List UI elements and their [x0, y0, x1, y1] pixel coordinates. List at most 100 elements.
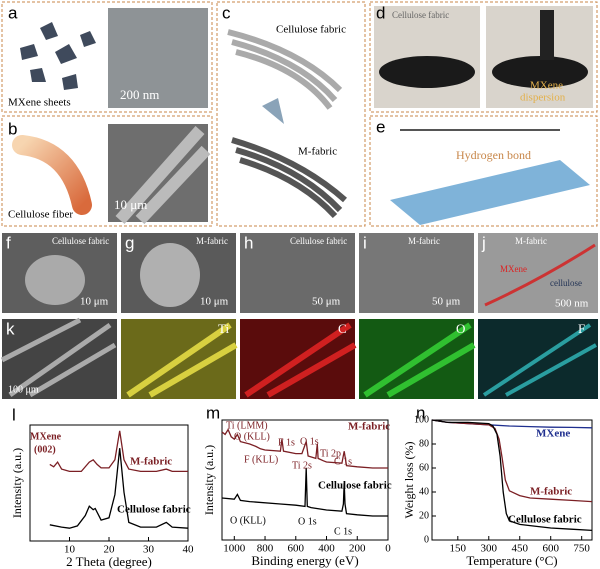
fiber — [12, 135, 92, 215]
series-line — [431, 419, 593, 503]
panel-letter: a — [8, 3, 18, 22]
x-tick-label: 600 — [288, 543, 305, 555]
series-label: M-fabric — [130, 456, 172, 468]
caption: Cellulose fabric — [52, 236, 109, 246]
y-axis-label: Intensity (a.u.) — [10, 448, 24, 518]
annotation: O (KLL) — [234, 431, 270, 442]
y-tick-label: 80 — [419, 438, 429, 449]
annotation: (002) — [34, 444, 56, 455]
series-label: Cellulose fabric — [117, 504, 191, 516]
x-tick-label: 40 — [183, 544, 195, 556]
panel-letter: j — [481, 233, 486, 252]
series-line — [49, 430, 188, 473]
panel-letter: m — [206, 403, 220, 422]
series-label: Cellulose fabric — [318, 480, 392, 492]
mxene-sheets — [20, 22, 96, 90]
x-tick-label: 30 — [143, 544, 155, 556]
fibers — [482, 323, 597, 397]
annotation: Ti (LMM) — [226, 420, 268, 431]
panel-letter: i — [363, 233, 367, 252]
x-tick-label: 200 — [349, 543, 366, 555]
caption: Hydrogen bond — [456, 148, 531, 162]
x-tick-label: 600 — [542, 543, 559, 555]
caption: dispersion — [520, 92, 566, 104]
scale-bar: 50 μm — [312, 296, 341, 308]
arrow — [262, 98, 284, 124]
caption: cellulose — [550, 278, 582, 288]
caption: M-fabric — [408, 236, 440, 246]
caption: MXene sheets — [8, 97, 71, 109]
x-tick-label: 20 — [104, 544, 116, 556]
x-tick-label: 1000 — [223, 543, 246, 555]
y-tick-label: 20 — [419, 510, 429, 521]
x-tick-label: 750 — [573, 543, 590, 555]
panel-frame — [369, 1, 598, 113]
tem-image — [108, 8, 208, 108]
mxene-coat — [484, 243, 596, 307]
plot-frame — [431, 419, 593, 541]
x-tick-label: 150 — [450, 543, 467, 555]
panel-letter: c — [222, 3, 231, 22]
dish — [492, 56, 588, 88]
panel-letter: d — [376, 3, 385, 22]
caption: MXene — [500, 264, 527, 274]
element: C — [338, 321, 347, 336]
caption: M-fabric — [298, 146, 337, 158]
caption: Cellulose fabric — [290, 236, 347, 246]
x-tick-label: 10 — [64, 544, 76, 556]
scale-bar: 100 μm — [8, 384, 39, 395]
scale-bar: 200 nm — [120, 87, 159, 102]
x-axis-label: Binding energy (eV) — [251, 553, 358, 568]
fibers — [363, 322, 476, 398]
panel-letter: g — [125, 233, 134, 252]
scale-bar: 50 μm — [432, 296, 461, 308]
scale-bar: 10 μm — [114, 197, 147, 212]
annotation: Ti 2p — [320, 448, 341, 459]
annotation: O 1s — [300, 436, 319, 447]
series-line — [221, 428, 388, 469]
scale-bar: 10 μm — [200, 296, 229, 308]
series-line — [221, 467, 388, 517]
m-fabric — [231, 137, 347, 219]
fibers — [244, 322, 357, 398]
panel-frame — [216, 1, 366, 227]
series-label: Cellulose fabric — [508, 514, 582, 526]
fibers — [126, 322, 238, 398]
panel-frame — [369, 115, 598, 227]
caption: Cellulose fabric — [276, 24, 346, 36]
annotation: C 1s — [334, 456, 352, 467]
panel-letter: b — [8, 119, 17, 138]
x-tick-label: 400 — [318, 543, 335, 555]
sem-image — [240, 233, 355, 313]
y-tick-label: 40 — [419, 486, 429, 497]
fiber-section — [140, 243, 200, 307]
y-axis-label: Intensity (a.u.) — [202, 445, 216, 515]
element: Ti — [218, 321, 229, 336]
fiber-section — [25, 255, 85, 305]
x-axis-label: Temperature (°C) — [466, 553, 557, 568]
annotation: Ti 2s — [292, 460, 312, 471]
series-label: M-fabric — [348, 421, 390, 433]
plot-frame — [221, 419, 389, 541]
annotation: MXene — [30, 431, 62, 442]
element: O — [456, 321, 465, 336]
caption: Cellulose fabric — [392, 10, 449, 20]
sem-row — [2, 233, 598, 313]
sem-labels: f Cellulose fabric 10 μm g M-fabric 10 μ… — [6, 233, 589, 309]
series-line — [431, 419, 593, 532]
y-tick-label: 100 — [414, 414, 429, 425]
panel-letter: n — [416, 403, 425, 422]
panel-letter: k — [6, 319, 15, 338]
mxene-layer — [390, 160, 590, 225]
scale-bar: 10 μm — [80, 296, 109, 308]
panel-frame — [1, 115, 213, 227]
sem-fiber — [115, 126, 211, 225]
panel-frame — [1, 1, 213, 113]
annotation: F 1s — [278, 437, 295, 448]
series-label: M-fabric — [530, 486, 572, 498]
panel-letter: f — [6, 233, 11, 252]
caption: MXene — [530, 80, 563, 92]
fabric — [227, 29, 343, 110]
x-tick-label: 800 — [257, 543, 274, 555]
